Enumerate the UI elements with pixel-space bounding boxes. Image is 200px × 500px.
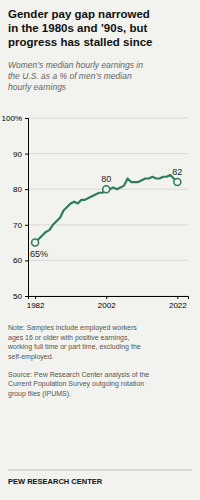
separator	[8, 470, 192, 471]
x-tick-label: 2002	[98, 301, 116, 310]
note-line: working full time or part time, excludin…	[7, 343, 141, 351]
y-tick-label: 100%	[2, 114, 22, 123]
y-tick-mark	[25, 225, 28, 226]
grid-line	[28, 118, 188, 119]
background	[0, 0, 200, 500]
x-axis: 1982 2002 2022	[27, 296, 189, 310]
grid	[28, 118, 188, 296]
y-axis: 50 60 70 80 90 100%	[2, 114, 29, 301]
source: Source: Pew Research Center analysis of …	[8, 371, 149, 398]
y-tick: 70	[13, 221, 28, 230]
y-tick: 60	[13, 256, 28, 265]
y-axis-line	[25, 119, 29, 297]
subtitle-line: Women’s median hourly earnings in	[8, 60, 143, 70]
chart: Gender pay gap narrowed in the 1980s and …	[0, 0, 200, 500]
annotation-label: 82	[172, 167, 182, 177]
y-tick: 90	[13, 150, 28, 159]
grid-line	[28, 153, 188, 154]
y-tick-label: 60	[13, 256, 22, 265]
annotation-marker	[103, 186, 110, 193]
y-tick: 80	[13, 185, 28, 194]
grid-line	[28, 260, 188, 261]
y-tick-mark	[25, 189, 28, 190]
annotation-marker	[32, 239, 39, 246]
x-tick-mark	[106, 296, 107, 299]
x-tick-label: 1982	[27, 301, 45, 310]
line	[35, 175, 177, 243]
y-tick: 100%	[2, 114, 28, 123]
annotation-label: 80	[101, 174, 111, 184]
note-line: Note: Samples include employed workers	[8, 324, 137, 332]
footer-line: PEW RESEARCH CENTER	[8, 477, 103, 486]
source-line: group files (IPUMS).	[8, 390, 71, 398]
x-tick: 2002	[98, 296, 116, 310]
y-tick-mark	[25, 118, 28, 119]
subtitle-line: the U.S. as a % of men’s median	[8, 71, 132, 81]
y-tick-label: 90	[13, 150, 22, 159]
title-line: Gender pay gap narrowed	[8, 8, 150, 20]
subtitle: Women’s median hourly earnings inthe U.S…	[8, 60, 143, 92]
subtitle-line: hourly earnings	[8, 82, 67, 92]
x-tick-mark	[35, 296, 36, 299]
source-line: Current Population Survey outgoing rotat…	[8, 380, 144, 388]
note-line: self-employed.	[8, 353, 54, 361]
annotation-label: 65%	[30, 249, 48, 259]
x-axis-line	[29, 297, 189, 300]
y-tick-label: 80	[13, 185, 22, 194]
y-tick-label: 50	[13, 292, 22, 301]
x-tick-mark	[177, 296, 178, 299]
note-line: ages 16 or older with positive earnings,	[8, 334, 129, 342]
title: Gender pay gap narrowed in the 1980s and …	[8, 8, 152, 48]
x-tick: 1982	[27, 296, 45, 310]
annotation-marker	[174, 179, 181, 186]
note: Note: Samples include employed workers ag…	[7, 324, 141, 361]
y-tick-mark	[25, 154, 28, 155]
footer: PEW RESEARCH CENTER	[8, 477, 103, 486]
x-tick: 2022	[169, 296, 187, 310]
y-tick-mark	[25, 260, 28, 261]
plot-area	[32, 175, 181, 246]
title-line: progress has stalled since	[8, 36, 152, 48]
source-line: Source: Pew Research Center analysis of …	[8, 371, 149, 379]
x-tick-label: 2022	[169, 301, 187, 310]
title-line: in the 1980s and ’90s, but	[8, 22, 147, 34]
y-tick-mark	[25, 296, 28, 297]
y-tick-label: 70	[13, 221, 22, 230]
